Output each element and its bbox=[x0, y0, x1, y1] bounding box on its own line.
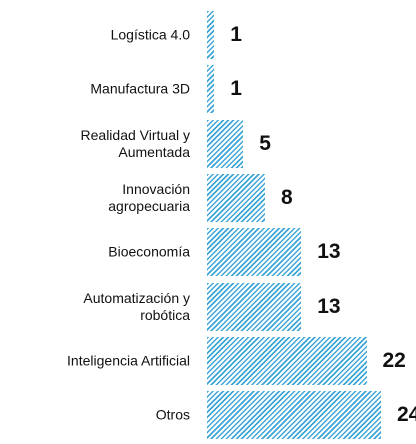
bar bbox=[207, 11, 215, 59]
category-label: Innovación agropecuaria bbox=[108, 180, 190, 214]
value-label: 5 bbox=[259, 131, 271, 155]
value-label: 1 bbox=[230, 23, 242, 46]
value-label: 24 bbox=[397, 403, 416, 427]
value-label: 13 bbox=[317, 240, 341, 264]
value-label: 13 bbox=[317, 294, 341, 318]
value-label: 22 bbox=[382, 348, 406, 372]
bar bbox=[207, 228, 302, 277]
bar bbox=[207, 173, 265, 222]
category-label: Bioeconomía bbox=[108, 243, 190, 260]
category-label: Otros bbox=[155, 406, 190, 423]
value-label: 8 bbox=[281, 185, 293, 209]
bar bbox=[207, 282, 302, 331]
value-label: 1 bbox=[230, 77, 242, 101]
category-label: Logística 4.0 bbox=[110, 26, 190, 43]
category-label: Realidad Virtual y Aumentada bbox=[80, 126, 190, 160]
category-label: Manufactura 3D bbox=[90, 80, 190, 97]
bar bbox=[207, 336, 367, 385]
bar bbox=[207, 65, 215, 114]
category-label: Inteligencia Artificial bbox=[67, 352, 190, 369]
bar bbox=[207, 391, 381, 440]
category-label: Automatización y robótica bbox=[83, 289, 190, 323]
bar bbox=[207, 119, 244, 168]
